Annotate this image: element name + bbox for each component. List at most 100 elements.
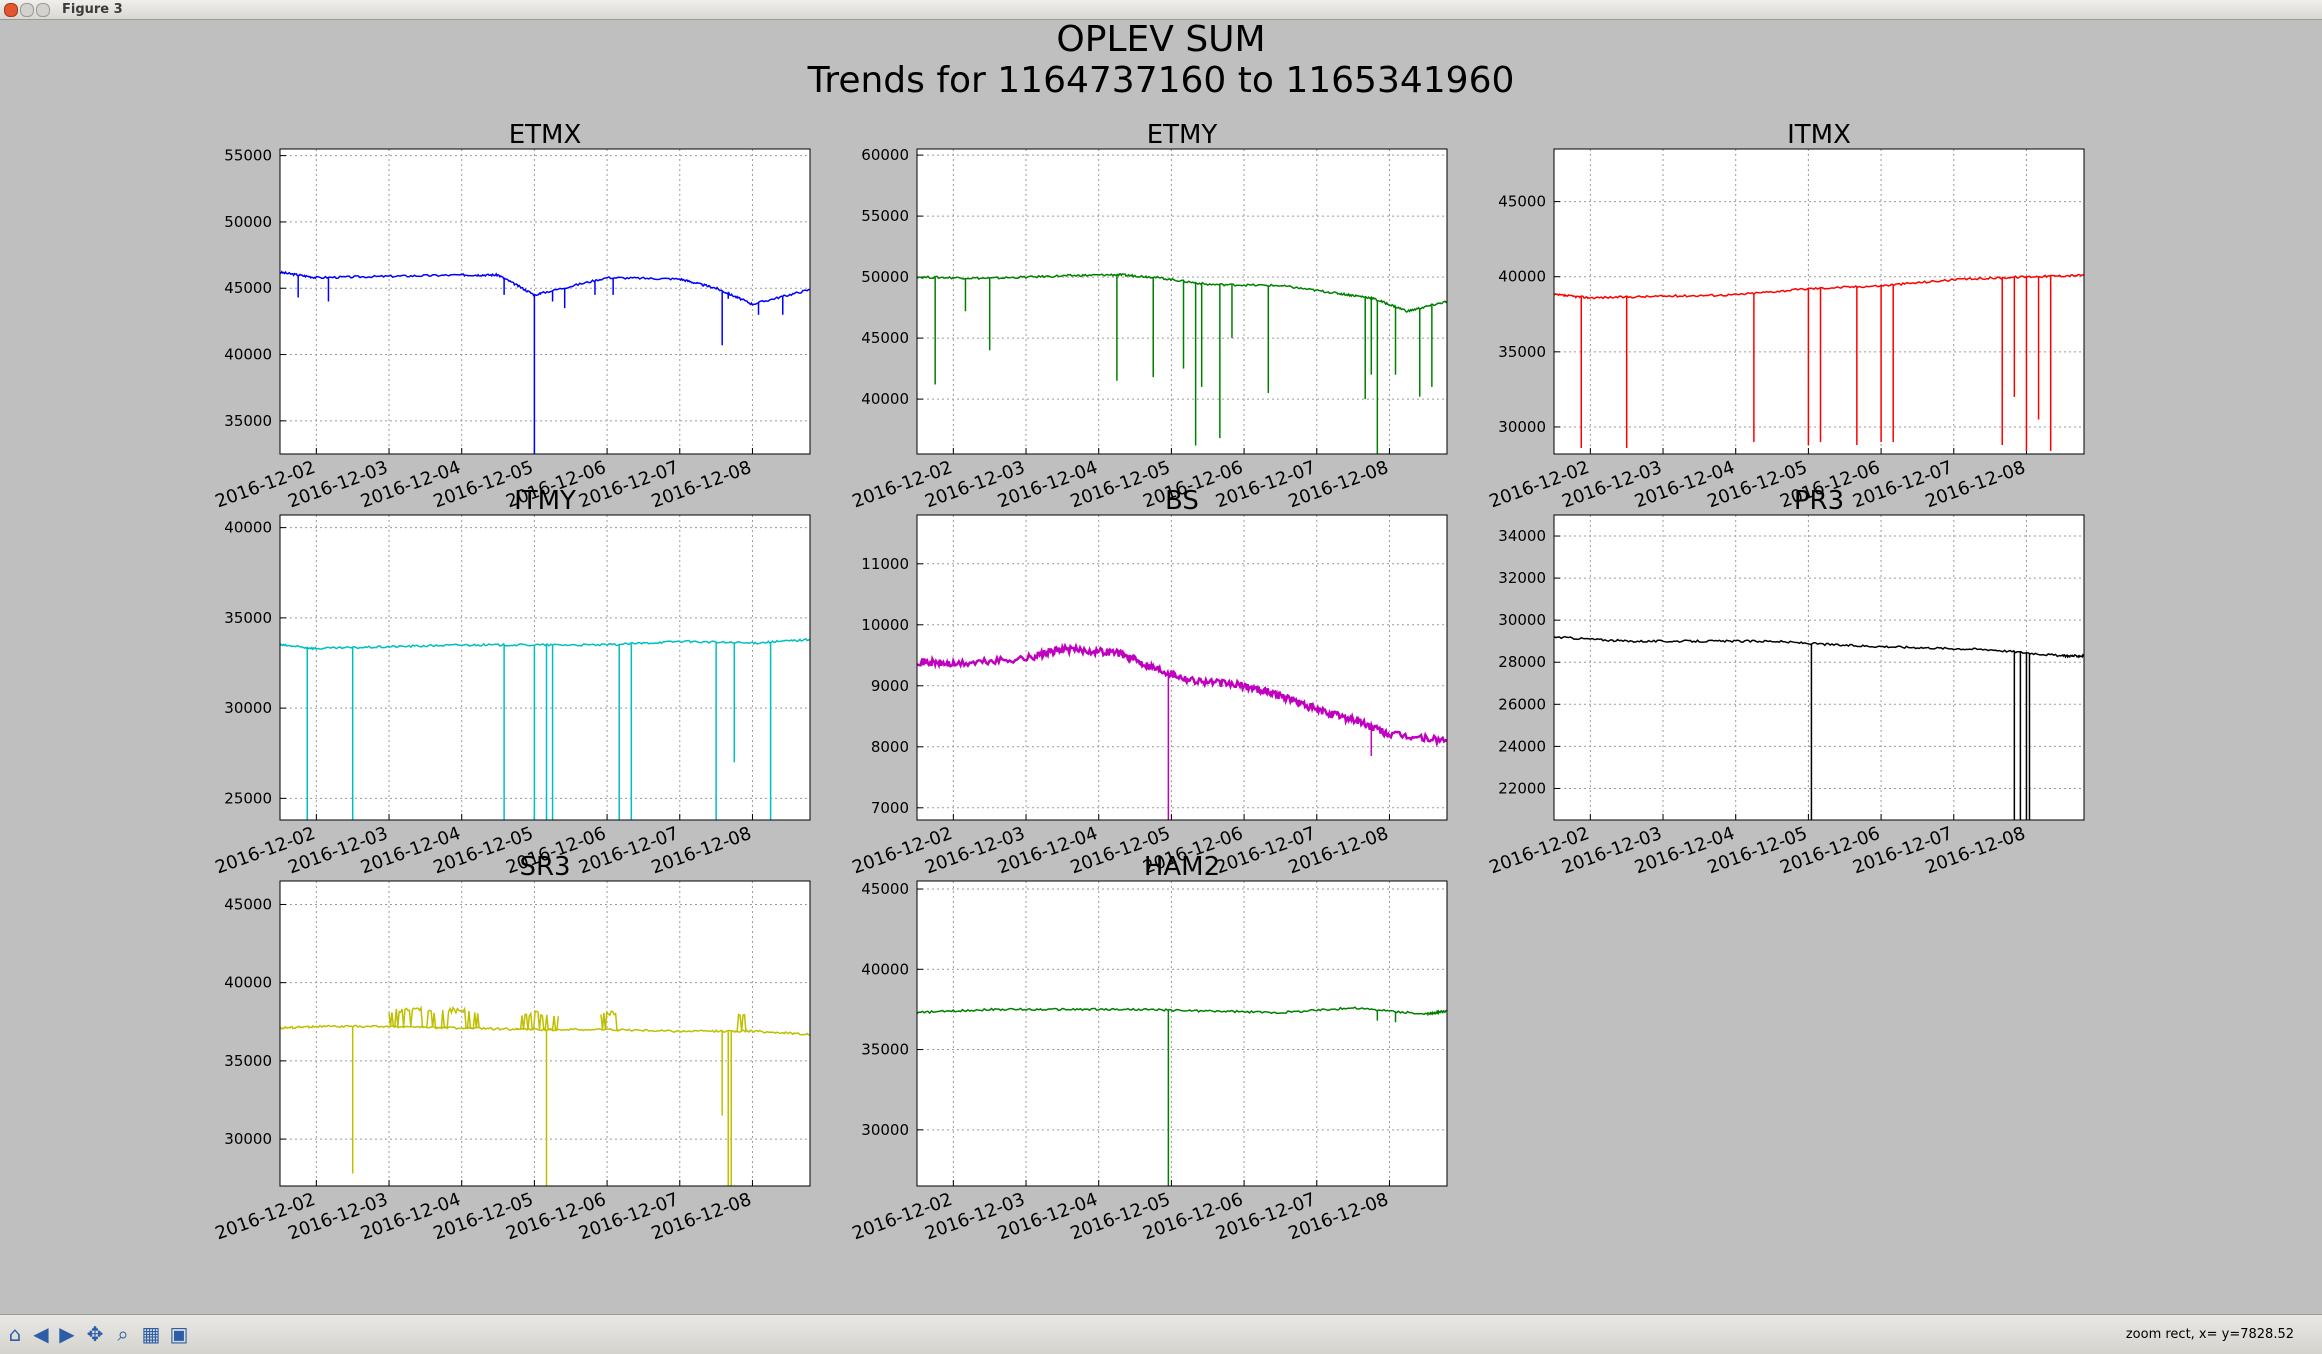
subplot-etmx[interactable]: 2016-12-02 2016-12-03 2016-12-04 2016-12-05… — [213, 120, 811, 512]
plot-background — [1554, 149, 2084, 454]
series-group — [917, 642, 1447, 820]
close-window-button[interactable] — [4, 3, 18, 17]
plot-svg: 2016-12-022016-12-032016-12-042016-12-05… — [850, 486, 1448, 878]
series-line — [1554, 635, 2084, 659]
series-line — [917, 273, 1447, 313]
y-tick-label: 30000 — [224, 699, 272, 717]
series-line — [917, 1006, 1447, 1017]
minimize-window-button[interactable] — [20, 3, 34, 17]
plot-svg: 2016-12-022016-12-032016-12-042016-12-05… — [1487, 486, 2085, 878]
y-tick-label: 30000 — [224, 1130, 272, 1148]
subplot-title: ETMY — [1147, 120, 1218, 150]
y-tick-label: 26000 — [1498, 695, 1546, 713]
series-burst — [600, 1010, 619, 1031]
home-icon[interactable]: ⌂ — [8, 1322, 22, 1346]
plot-background — [280, 515, 810, 820]
figure-subtitle: Trends for 1164737160 to 1165341960 — [807, 60, 1515, 101]
y-tick-label: 30000 — [861, 1121, 909, 1139]
subplot-sr3[interactable]: 2016-12-02 2016-12-03 2016-12-04 2016-12-05… — [213, 852, 811, 1244]
subplots-icon[interactable]: ▦ — [141, 1322, 161, 1346]
y-tick-label: 34000 — [1498, 527, 1546, 545]
subplot-title: SR3 — [519, 852, 570, 882]
series-group — [1554, 273, 2084, 451]
y-tick-label: 45000 — [224, 895, 272, 913]
plot-background — [917, 149, 1447, 454]
y-tick-label: 40000 — [224, 519, 272, 537]
y-tick-label: 55000 — [861, 207, 909, 225]
plot-svg: 2016-12-022016-12-032016-12-042016-12-05… — [213, 486, 811, 878]
axes-frame — [279, 880, 811, 1187]
y-tick-label: 35000 — [224, 412, 272, 430]
y-tick-label: 9000 — [871, 677, 909, 695]
pan-icon[interactable]: ✥ — [86, 1322, 104, 1346]
y-tick-label: 28000 — [1498, 653, 1546, 671]
y-tick-label: 11000 — [861, 555, 909, 573]
y-tick-label: 35000 — [224, 1052, 272, 1070]
window-title: Figure 3 — [62, 2, 123, 17]
y-tick-label: 8000 — [871, 738, 909, 756]
forward-icon[interactable]: ▶ — [59, 1322, 75, 1346]
axes-frame — [279, 514, 811, 821]
y-tick-label: 40000 — [861, 960, 909, 978]
y-tick-label: 25000 — [224, 789, 272, 807]
figure-title: OPLEV SUM — [1056, 19, 1266, 60]
y-tick-label: 30000 — [1498, 611, 1546, 629]
y-tick-label: 45000 — [224, 279, 272, 297]
subplot-itmy[interactable]: 2016-12-02 2016-12-03 2016-12-04 2016-12-05… — [213, 486, 811, 878]
subplot-etmy[interactable]: 2016-12-02 2016-12-03 2016-12-04 2016-12-05… — [850, 120, 1448, 512]
axes-frame — [279, 148, 811, 455]
subplot-title: BS — [1165, 486, 1199, 516]
y-tick-label: 40000 — [224, 974, 272, 992]
plot-background — [280, 881, 810, 1186]
subplot-itmx[interactable]: 2016-12-02 2016-12-03 2016-12-04 2016-12-05… — [1487, 120, 2085, 512]
axes-frame — [916, 880, 1448, 1187]
subplot-ham2[interactable]: 2016-12-02 2016-12-03 2016-12-04 2016-12-05… — [850, 852, 1448, 1244]
series-group — [280, 1005, 810, 1186]
subplot-pr3[interactable]: 2016-12-02 2016-12-03 2016-12-04 2016-12-05… — [1487, 486, 2085, 878]
axes-frame — [1553, 148, 2085, 455]
y-tick-label: 35000 — [861, 1041, 909, 1059]
series-group — [917, 273, 1447, 454]
series-burst — [734, 1013, 747, 1032]
series-burst — [516, 1010, 560, 1031]
series-line — [917, 642, 1447, 748]
subplot-bs[interactable]: 2016-12-02 2016-12-03 2016-12-04 2016-12-05… — [850, 486, 1448, 878]
y-tick-label: 24000 — [1498, 737, 1546, 755]
subplot-title: ETMX — [509, 120, 582, 150]
subplot-title: ITMX — [1787, 120, 1851, 150]
navigation-toolbar: ⌂ ◀ ▶ ✥ ⌕ ▦ ▣ zoom rect, x= y=7828.52 — [0, 1314, 2322, 1354]
plot-background — [917, 515, 1447, 820]
series-group — [280, 270, 810, 454]
subplot-title: PR3 — [1794, 486, 1844, 516]
y-tick-label: 35000 — [1498, 343, 1546, 361]
y-tick-label: 22000 — [1498, 779, 1546, 797]
y-tick-label: 7000 — [871, 799, 909, 817]
series-group — [1554, 635, 2084, 820]
series-group — [917, 1006, 1447, 1186]
axes-frame — [1553, 514, 2085, 821]
plot-svg: 2016-12-022016-12-032016-12-042016-12-05… — [1487, 120, 2085, 512]
y-tick-label: 32000 — [1498, 569, 1546, 587]
y-tick-label: 40000 — [861, 390, 909, 408]
status-message: zoom rect, x= y=7828.52 — [2125, 1327, 2294, 1342]
window-titlebar: Figure 3 — [0, 0, 2322, 20]
plot-svg: 2016-12-022016-12-032016-12-042016-12-05… — [850, 120, 1448, 512]
y-tick-label: 45000 — [861, 329, 909, 347]
y-tick-label: 50000 — [224, 213, 272, 231]
plot-svg: 2016-12-022016-12-032016-12-042016-12-05… — [213, 120, 811, 512]
plot-background — [1554, 515, 2084, 820]
y-tick-label: 30000 — [1498, 418, 1546, 436]
y-tick-label: 35000 — [224, 609, 272, 627]
subplot-title: ITMY — [514, 486, 576, 516]
plot-background — [917, 881, 1447, 1186]
plot-svg: 2016-12-022016-12-032016-12-042016-12-05… — [213, 852, 811, 1244]
save-icon[interactable]: ▣ — [169, 1322, 189, 1346]
y-tick-label: 40000 — [224, 346, 272, 364]
back-icon[interactable]: ◀ — [33, 1322, 49, 1346]
zoom-icon[interactable]: ⌕ — [117, 1322, 129, 1346]
maximize-window-button[interactable] — [36, 3, 50, 17]
y-tick-label: 50000 — [861, 268, 909, 286]
plot-svg: 2016-12-022016-12-032016-12-042016-12-05… — [850, 852, 1448, 1244]
series-burst — [388, 1005, 480, 1030]
y-tick-label: 45000 — [1498, 193, 1546, 211]
